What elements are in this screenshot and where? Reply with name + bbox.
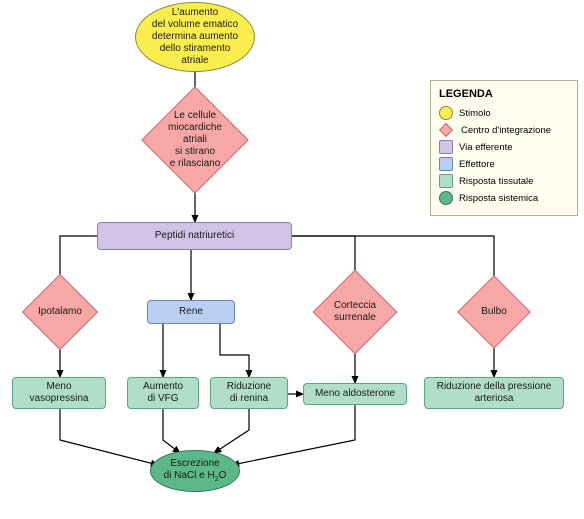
node-rid_press: Riduzione della pressionearteriosa [424, 377, 564, 409]
edge-aum_vfg-escrezione [163, 409, 180, 453]
legend-label: Risposta tissutale [459, 176, 533, 187]
node-label: Bulbo [469, 306, 519, 318]
node-corteccia: Cortecciasurrenale [313, 270, 398, 355]
node-meno_vp: Menovasopressina [12, 377, 106, 409]
legend-swatch [439, 157, 453, 171]
node-stimolo: L'aumentodel volume ematicodetermina aum… [135, 2, 255, 72]
node-bulbo: Bulbo [457, 275, 531, 349]
legend-swatch [439, 123, 453, 137]
node-label: Aumentodi VFG [143, 381, 183, 405]
legend-swatch [439, 174, 453, 188]
legend-label: Effettore [459, 159, 495, 170]
node-meno_aldo: Meno aldosterone [303, 383, 407, 405]
node-via: Peptidi natriuretici [97, 222, 292, 250]
node-label: Riduzione della pressionearteriosa [437, 381, 552, 405]
node-rene: Rene [147, 300, 235, 324]
edge-via-ipotalamo [60, 236, 97, 285]
edge-rid_renina-escrezione [214, 409, 249, 453]
node-centro1: Le cellulemiocardicheatrialisi stiranoe … [141, 86, 248, 193]
legend-swatch [439, 140, 453, 154]
node-label: Menovasopressina [30, 381, 89, 405]
legend-item: Centro d'integrazione [439, 123, 569, 137]
node-label: L'aumentodel volume ematicodetermina aum… [152, 7, 238, 67]
legend-item: Effettore [439, 157, 569, 171]
legend-item: Risposta tissutale [439, 174, 569, 188]
legend-label: Via efferente [459, 142, 513, 153]
legend-swatch [439, 106, 453, 120]
node-ipotalamo: Ipotalamo [22, 274, 98, 350]
legend-panel: LEGENDA Stimolo Centro d'integrazione Via … [430, 80, 578, 216]
legend-label: Centro d'integrazione [461, 125, 551, 136]
node-label: Escrezionedi NaCl e H2O [164, 458, 227, 484]
legend-swatch [439, 191, 453, 205]
arrows-layer [0, 0, 584, 519]
edge-meno_vp-escrezione [60, 409, 158, 465]
node-label: Riduzionedi renina [227, 381, 271, 405]
node-label: Peptidi natriuretici [155, 230, 234, 242]
node-label: Le cellulemiocardicheatrialisi stiranoe … [158, 110, 232, 170]
edge-via-bulbo [292, 236, 494, 286]
edge-meno_aldo-escrezione [232, 405, 355, 465]
node-label: Rene [179, 306, 203, 318]
legend-label: Risposta sistemica [459, 193, 538, 204]
edge-rene-rid_renina [220, 324, 249, 377]
node-label: Cortecciasurrenale [326, 300, 384, 324]
legend-item: Via efferente [439, 140, 569, 154]
flowchart-canvas: L'aumentodel volume ematicodetermina aum… [0, 0, 584, 519]
node-label: Ipotalamo [34, 306, 86, 318]
legend-item: Stimolo [439, 106, 569, 120]
legend-item: Risposta sistemica [439, 191, 569, 205]
node-escrezione: Escrezionedi NaCl e H2O [150, 450, 240, 492]
legend-label: Stimolo [459, 108, 491, 119]
legend-title: LEGENDA [439, 88, 569, 100]
node-rid_renina: Riduzionedi renina [210, 377, 288, 409]
node-label: Meno aldosterone [315, 388, 395, 400]
edge-via-corteccia [292, 236, 355, 282]
node-aum_vfg: Aumentodi VFG [127, 377, 199, 409]
